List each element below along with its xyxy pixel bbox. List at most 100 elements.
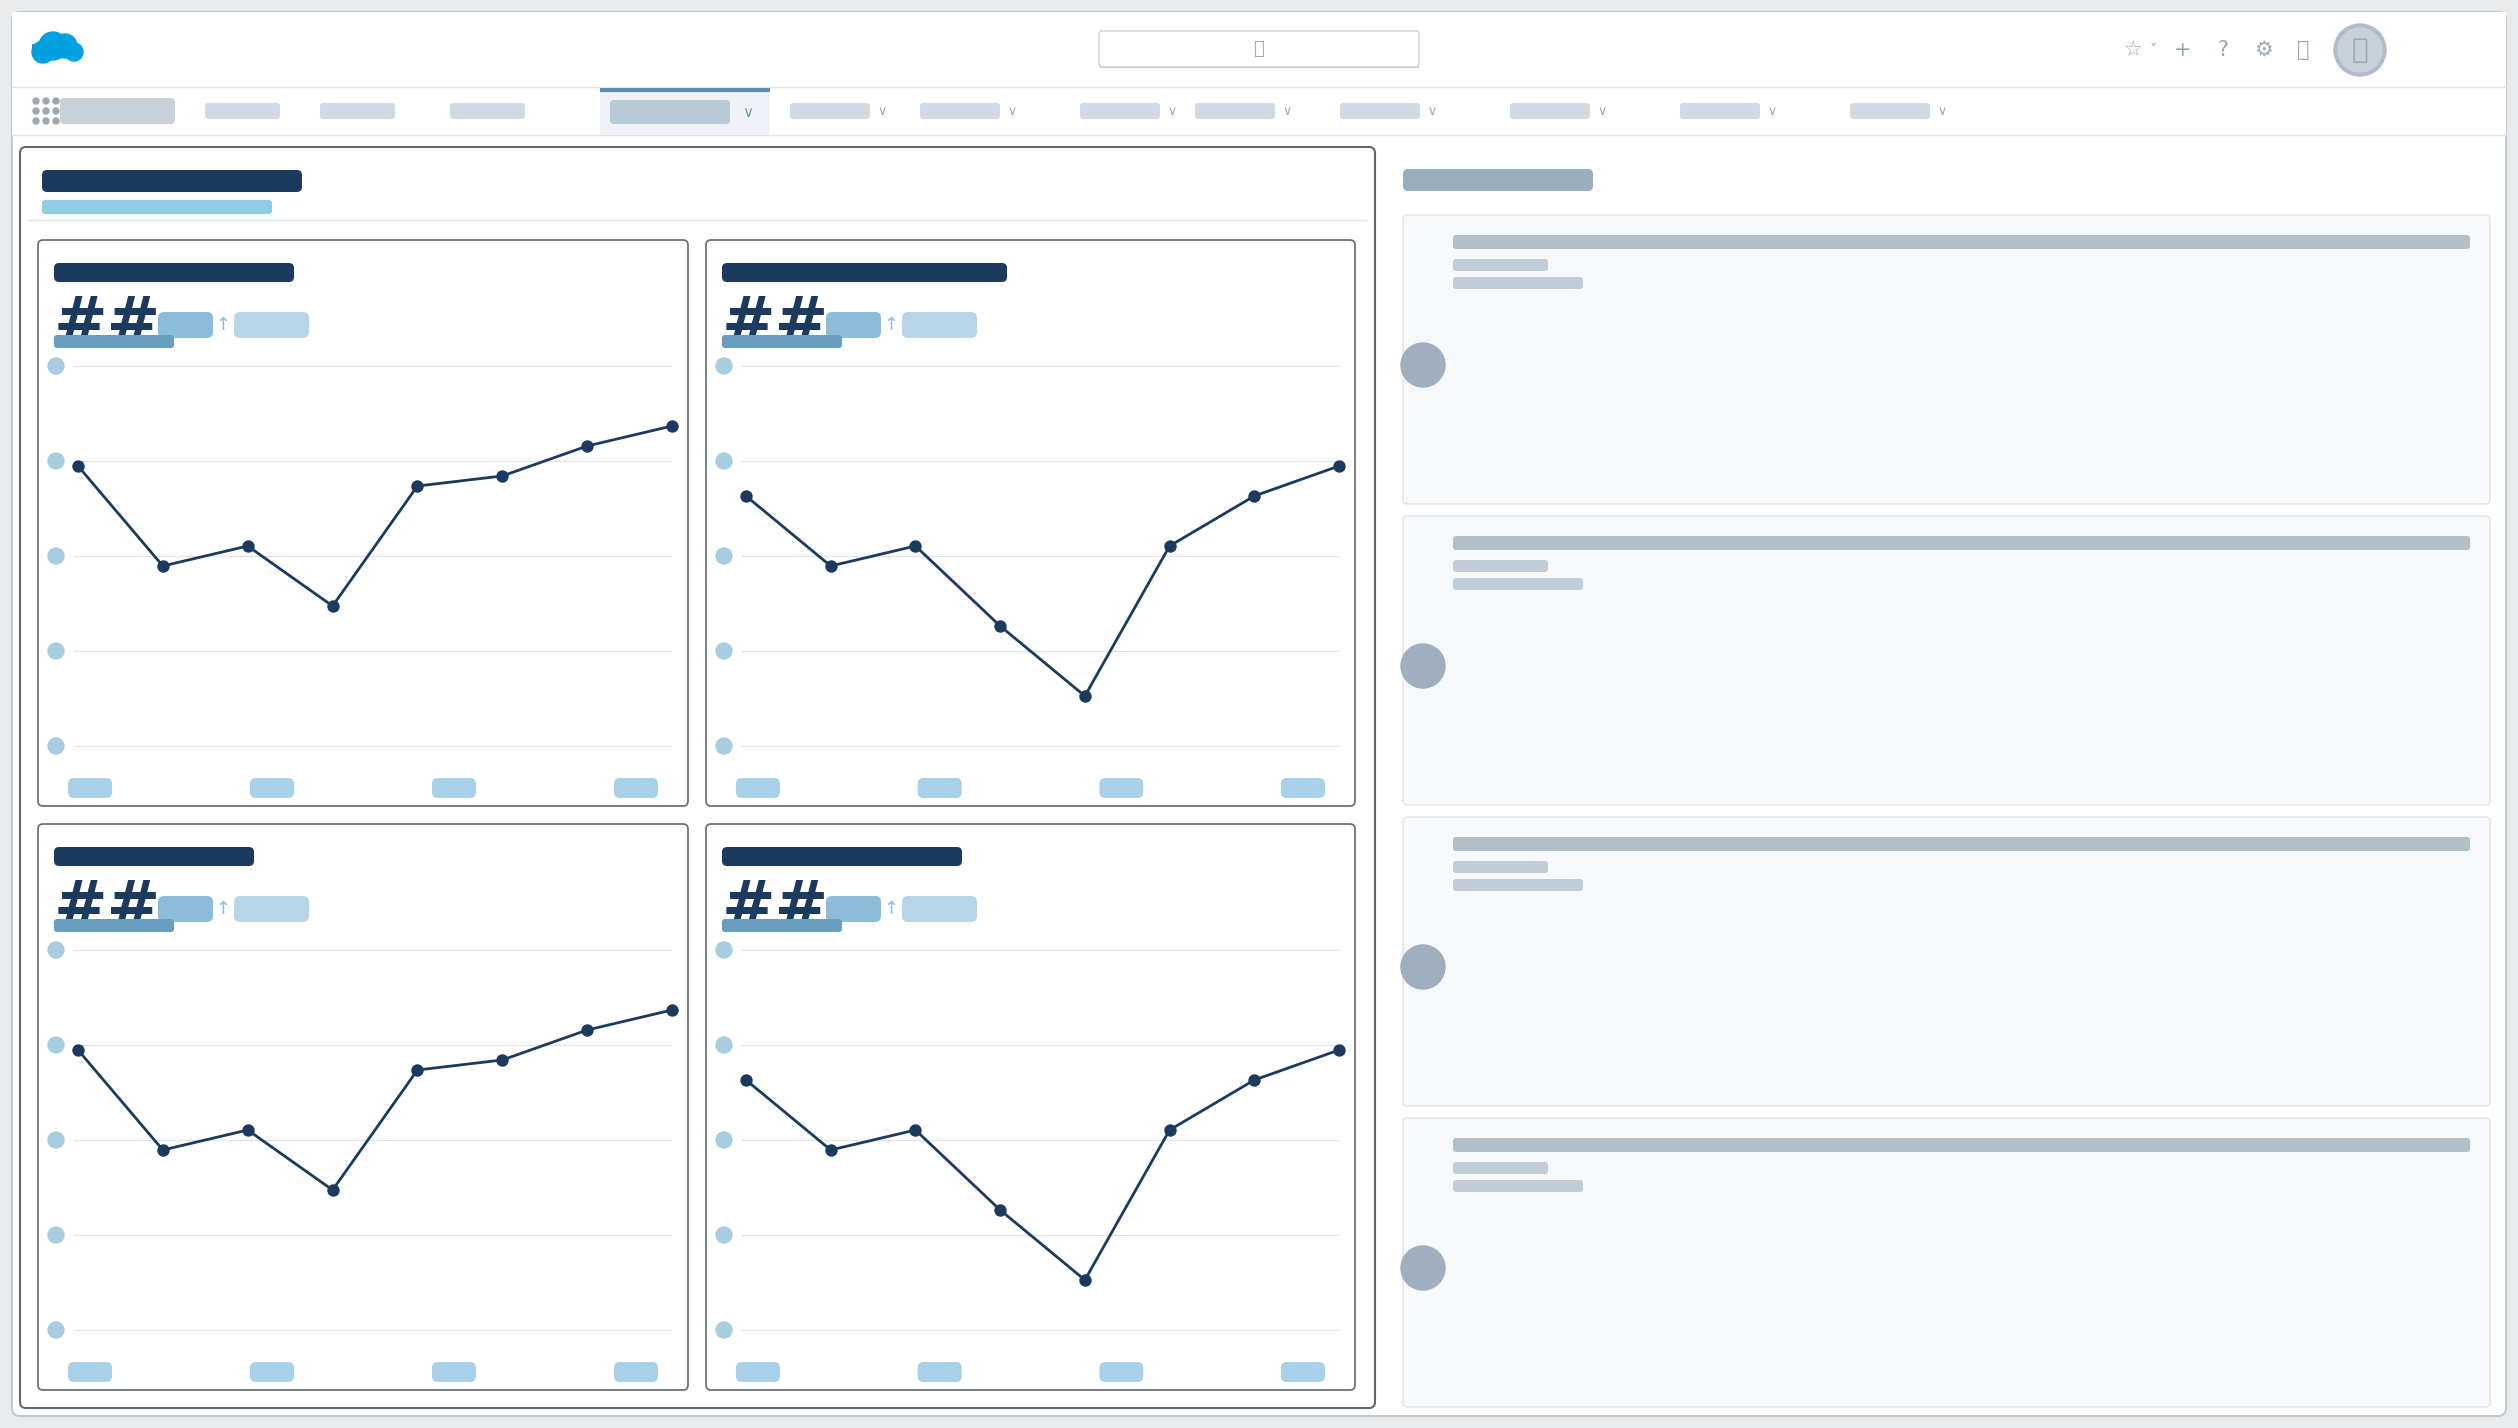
FancyBboxPatch shape bbox=[609, 100, 730, 124]
Circle shape bbox=[48, 1132, 63, 1148]
FancyBboxPatch shape bbox=[1453, 880, 1584, 891]
FancyBboxPatch shape bbox=[53, 847, 254, 865]
FancyBboxPatch shape bbox=[43, 200, 272, 214]
FancyBboxPatch shape bbox=[723, 847, 962, 865]
FancyBboxPatch shape bbox=[735, 778, 781, 798]
FancyBboxPatch shape bbox=[901, 311, 977, 338]
Circle shape bbox=[43, 119, 48, 124]
Text: ↑: ↑ bbox=[884, 900, 899, 918]
Point bbox=[980, 1198, 1020, 1221]
FancyBboxPatch shape bbox=[791, 103, 871, 119]
Circle shape bbox=[715, 1322, 733, 1338]
Circle shape bbox=[1400, 343, 1445, 387]
Circle shape bbox=[48, 1037, 63, 1052]
FancyBboxPatch shape bbox=[735, 1362, 781, 1382]
FancyBboxPatch shape bbox=[38, 240, 687, 805]
Point bbox=[652, 998, 692, 1021]
FancyBboxPatch shape bbox=[919, 103, 1000, 119]
Text: ∨: ∨ bbox=[1282, 104, 1292, 117]
Circle shape bbox=[65, 43, 83, 61]
Circle shape bbox=[48, 453, 63, 468]
Circle shape bbox=[1400, 1247, 1445, 1289]
Text: ↑: ↑ bbox=[884, 316, 899, 334]
Point bbox=[896, 534, 937, 557]
Point bbox=[811, 1138, 851, 1161]
FancyBboxPatch shape bbox=[826, 895, 881, 922]
Point bbox=[481, 1048, 521, 1071]
Text: ∨: ∨ bbox=[876, 104, 886, 117]
Point bbox=[312, 1178, 353, 1201]
FancyBboxPatch shape bbox=[1340, 103, 1420, 119]
Point bbox=[1319, 1038, 1360, 1061]
Circle shape bbox=[715, 738, 733, 754]
FancyBboxPatch shape bbox=[20, 147, 1375, 1408]
Circle shape bbox=[2334, 24, 2387, 76]
FancyBboxPatch shape bbox=[433, 1362, 476, 1382]
FancyBboxPatch shape bbox=[1453, 837, 2470, 851]
Text: ∨: ∨ bbox=[1168, 104, 1176, 117]
Text: ☆: ☆ bbox=[2123, 40, 2143, 60]
FancyBboxPatch shape bbox=[234, 311, 310, 338]
FancyBboxPatch shape bbox=[60, 99, 174, 124]
Circle shape bbox=[33, 109, 38, 114]
Point bbox=[811, 554, 851, 577]
Point bbox=[58, 1038, 98, 1061]
FancyBboxPatch shape bbox=[917, 1362, 962, 1382]
Text: ∨: ∨ bbox=[1768, 104, 1778, 117]
Circle shape bbox=[2339, 29, 2382, 71]
FancyBboxPatch shape bbox=[451, 103, 524, 119]
Circle shape bbox=[48, 942, 63, 958]
FancyBboxPatch shape bbox=[53, 336, 174, 348]
Bar bbox=[599, 87, 771, 136]
Circle shape bbox=[715, 548, 733, 564]
Circle shape bbox=[33, 41, 53, 63]
Circle shape bbox=[715, 643, 733, 658]
Text: ##: ## bbox=[53, 293, 161, 356]
Point bbox=[58, 454, 98, 477]
FancyBboxPatch shape bbox=[1403, 1118, 2490, 1407]
Circle shape bbox=[53, 109, 58, 114]
Point bbox=[227, 534, 267, 557]
Text: ∨: ∨ bbox=[1428, 104, 1438, 117]
Point bbox=[980, 614, 1020, 637]
FancyBboxPatch shape bbox=[249, 778, 295, 798]
Text: ↑: ↑ bbox=[217, 900, 232, 918]
Circle shape bbox=[1400, 644, 1445, 688]
Point bbox=[1234, 1068, 1274, 1091]
Point bbox=[1148, 1118, 1188, 1141]
Circle shape bbox=[43, 99, 48, 104]
FancyBboxPatch shape bbox=[159, 311, 214, 338]
FancyBboxPatch shape bbox=[723, 336, 841, 348]
Circle shape bbox=[715, 1227, 733, 1242]
Point bbox=[567, 434, 607, 457]
Text: ##: ## bbox=[53, 877, 161, 940]
Bar bbox=[13, 11, 2505, 87]
Circle shape bbox=[715, 1037, 733, 1052]
Point bbox=[1065, 684, 1105, 707]
Circle shape bbox=[43, 109, 48, 114]
Circle shape bbox=[33, 119, 38, 124]
Circle shape bbox=[715, 942, 733, 958]
Bar bbox=[33, 44, 78, 54]
FancyBboxPatch shape bbox=[723, 263, 1007, 281]
Bar bbox=[13, 87, 2505, 136]
Circle shape bbox=[48, 1227, 63, 1242]
Point bbox=[312, 594, 353, 617]
FancyBboxPatch shape bbox=[43, 170, 302, 191]
FancyBboxPatch shape bbox=[826, 311, 881, 338]
FancyBboxPatch shape bbox=[53, 920, 174, 932]
Point bbox=[144, 554, 184, 577]
FancyBboxPatch shape bbox=[901, 895, 977, 922]
FancyBboxPatch shape bbox=[1100, 1362, 1143, 1382]
Point bbox=[1148, 534, 1188, 557]
FancyBboxPatch shape bbox=[614, 778, 657, 798]
Text: 🔍: 🔍 bbox=[1254, 40, 1264, 59]
FancyBboxPatch shape bbox=[1098, 31, 1420, 67]
FancyBboxPatch shape bbox=[723, 920, 841, 932]
Point bbox=[896, 1118, 937, 1141]
Circle shape bbox=[53, 119, 58, 124]
Point bbox=[398, 474, 438, 497]
FancyBboxPatch shape bbox=[53, 263, 295, 281]
FancyBboxPatch shape bbox=[1403, 169, 1594, 191]
FancyBboxPatch shape bbox=[1403, 817, 2490, 1107]
